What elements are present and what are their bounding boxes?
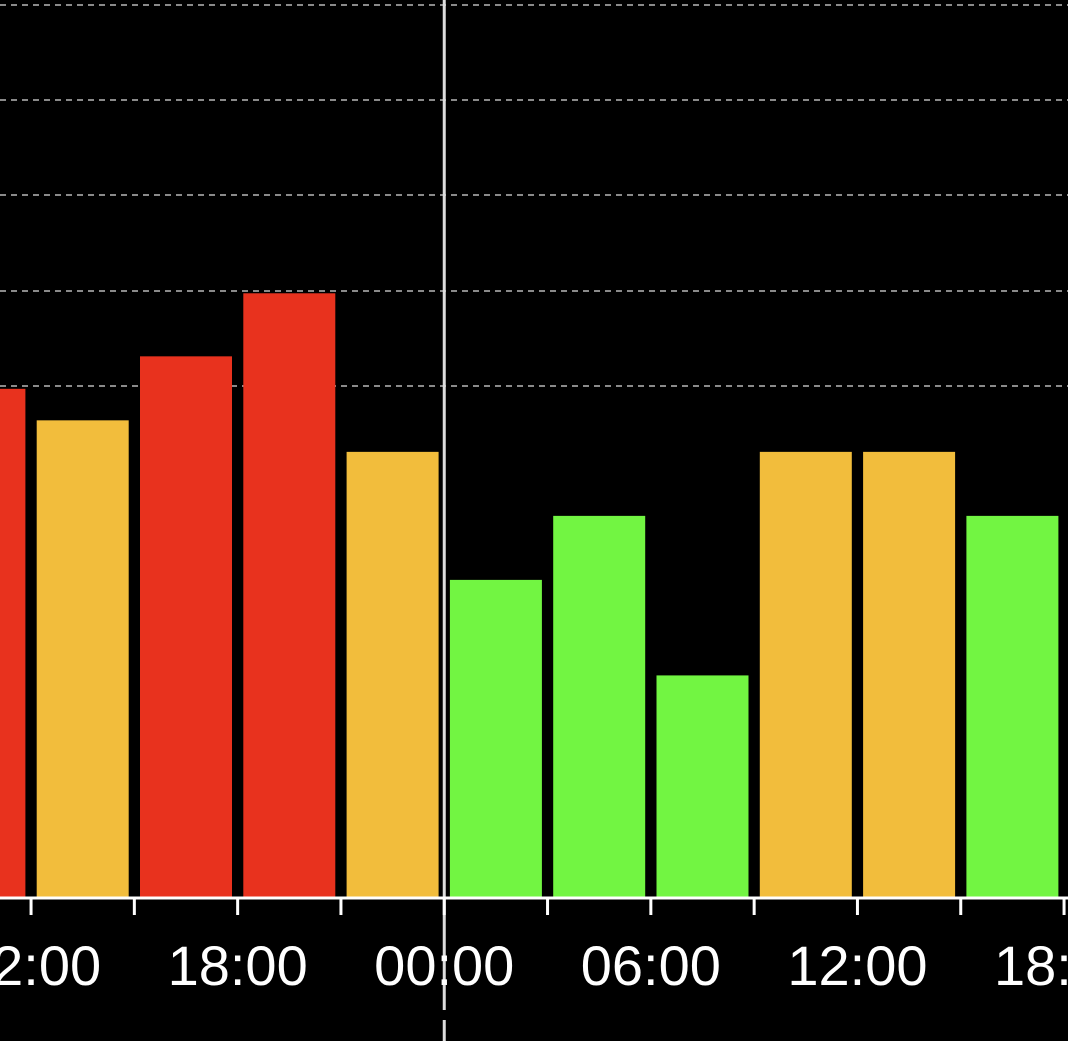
bar [863, 451, 956, 898]
x-tick-label: 12:00 [787, 934, 927, 997]
bar [656, 675, 749, 898]
x-tick-label: 18:00 [168, 934, 308, 997]
bar [36, 420, 129, 898]
x-tick-label: 06:00 [581, 934, 721, 997]
bar [346, 451, 439, 898]
bar [966, 515, 1059, 898]
x-tick-label: 18:00 [994, 934, 1068, 997]
bar [0, 388, 26, 898]
bar [140, 356, 232, 898]
grid [0, 4, 1068, 387]
bar [243, 293, 336, 899]
x-tick-label: 00:00 [374, 934, 514, 997]
bar [449, 579, 542, 898]
bar [759, 451, 852, 898]
bar [553, 515, 646, 898]
x-tick-label: 12:00 [0, 934, 101, 997]
